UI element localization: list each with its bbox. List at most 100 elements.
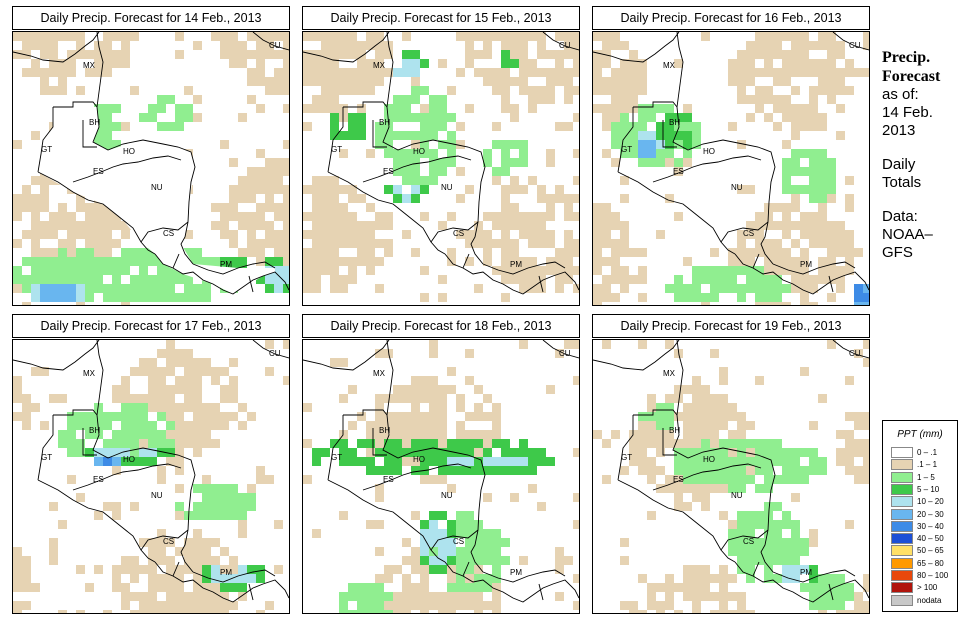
country-label-pm: PM (220, 260, 232, 269)
country-label-es: ES (673, 167, 684, 176)
precip-map-svg: CU MX BH GT HO ES NU CS PM (593, 32, 869, 305)
country-label-cs: CS (453, 537, 464, 546)
info-heading-2: Forecast (882, 68, 941, 85)
country-label-es: ES (93, 167, 104, 176)
legend-item: 80 – 100 (891, 570, 953, 582)
country-label-mx: MX (663, 369, 676, 378)
forecast-panel-4: Daily Precip. Forecast for 17 Feb., 2013… (12, 314, 290, 614)
legend-item: 20 – 30 (891, 508, 953, 521)
country-label-pm: PM (510, 568, 522, 577)
precip-map: CU MX BH GT HO ES NU CS PM (302, 31, 580, 306)
legend-item: > 100 (891, 582, 953, 594)
panel-title: Daily Precip. Forecast for 17 Feb., 2013 (12, 314, 290, 338)
info-data-1: Data: (882, 208, 918, 225)
country-label-nu: NU (731, 183, 743, 192)
legend-label: 80 – 100 (917, 571, 949, 580)
country-label-mx: MX (83, 61, 96, 70)
country-label-cs: CS (163, 537, 174, 546)
legend-label: 10 – 20 (917, 497, 944, 507)
country-label-ho: HO (703, 455, 715, 464)
country-label-mx: MX (373, 369, 386, 378)
country-label-gt: GT (331, 145, 342, 154)
legend-label: 30 – 40 (917, 521, 944, 531)
legend-label: nodata (917, 595, 942, 605)
country-label-ho: HO (123, 147, 135, 156)
legend-item: 50 – 65 (891, 545, 953, 557)
info-date-2: 2013 (882, 122, 916, 139)
country-label-ho: HO (123, 455, 135, 464)
country-label-gt: GT (621, 145, 632, 154)
legend-label: 20 – 30 (917, 509, 944, 519)
legend-label: 1 – 5 (917, 472, 935, 482)
precip-map-svg: CU MX BH GT HO ES NU CS PM (593, 340, 869, 613)
legend-label: 50 – 65 (917, 546, 944, 556)
country-label-ho: HO (413, 455, 425, 464)
precip-map: CU MX BH GT HO ES NU CS PM (592, 339, 870, 614)
legend-swatch (891, 582, 913, 594)
legend-label: > 100 (917, 583, 938, 593)
info-data-3: GFS (882, 244, 913, 261)
country-label-cs: CS (743, 537, 754, 546)
precip-map: CU MX BH GT HO ES NU CS PM (592, 31, 870, 306)
forecast-panel-5: Daily Precip. Forecast for 18 Feb., 2013… (302, 314, 580, 614)
legend-swatch (891, 533, 913, 545)
country-label-es: ES (383, 167, 394, 176)
panel-title: Daily Precip. Forecast for 14 Feb., 2013 (12, 6, 290, 30)
legend-swatch (891, 545, 913, 557)
country-label-cu: CU (269, 349, 281, 358)
country-label-pm: PM (220, 568, 232, 577)
legend-item: 5 – 10 (891, 483, 953, 496)
country-label-cs: CS (163, 229, 174, 238)
legend-label: 0 – .1 (917, 448, 938, 457)
map-info: Precip. Forecast as of: 14 Feb. 2013 Dai… (882, 48, 966, 262)
precip-map-svg: CU MX BH GT HO ES NU CS PM (303, 32, 579, 302)
legend-swatch (891, 447, 913, 458)
info-totals-1: Daily (882, 156, 916, 173)
country-label-pm: PM (510, 260, 522, 269)
country-label-bh: BH (669, 426, 680, 435)
country-label-nu: NU (731, 491, 743, 500)
legend-item: 40 – 50 (891, 533, 953, 545)
country-label-nu: NU (441, 183, 453, 192)
precip-map-svg: CU MX BH GT HO ES NU CS PM (13, 32, 289, 305)
country-label-cu: CU (559, 41, 571, 50)
legend-item: 1 – 5 (891, 471, 953, 484)
country-label-nu: NU (151, 183, 163, 192)
country-label-cu: CU (269, 41, 281, 50)
country-label-gt: GT (41, 145, 52, 154)
country-label-mx: MX (83, 369, 96, 378)
info-data-2: NOAA– (882, 226, 933, 243)
legend-label: 5 – 10 (917, 484, 940, 494)
legend-label: 40 – 50 (917, 534, 944, 544)
info-totals-2: Totals (882, 174, 922, 191)
country-label-gt: GT (621, 453, 632, 462)
country-label-es: ES (673, 475, 684, 484)
precip-legend: PPT (mm) 0 – .1 .1 – 1 1 – 5 5 – 10 10 – 20 2… (882, 420, 958, 612)
legend-swatch (891, 594, 913, 606)
info-heading-1: Precip. (882, 49, 931, 66)
country-label-bh: BH (669, 118, 680, 127)
forecast-panel-1: Daily Precip. Forecast for 14 Feb., 2013… (12, 6, 290, 306)
legend-item: 10 – 20 (891, 496, 953, 508)
country-label-cu: CU (849, 349, 861, 358)
panel-title: Daily Precip. Forecast for 18 Feb., 2013 (302, 314, 580, 338)
forecast-panel-3: Daily Precip. Forecast for 16 Feb., 2013… (592, 6, 870, 306)
country-label-pm: PM (800, 260, 812, 269)
country-label-ho: HO (703, 147, 715, 156)
legend-item: .1 – 1 (891, 459, 953, 471)
legend-swatch (891, 471, 913, 483)
legend-title: PPT (mm) (897, 429, 943, 440)
country-label-bh: BH (379, 426, 390, 435)
country-label-es: ES (383, 475, 394, 484)
country-label-nu: NU (151, 491, 163, 500)
legend-label: .1 – 1 (917, 460, 938, 470)
precip-map: CU MX BH GT HO ES NU CS PM (12, 31, 290, 306)
country-label-bh: BH (379, 118, 390, 127)
legend-item: 65 – 80 (891, 557, 953, 570)
country-label-bh: BH (89, 426, 100, 435)
country-label-gt: GT (41, 453, 52, 462)
legend-swatch (891, 459, 913, 471)
precip-map-svg: CU MX BH GT HO ES NU CS PM (13, 340, 289, 613)
legend-item: 30 – 40 (891, 520, 953, 533)
precip-map-svg: CU MX BH GT HO ES NU CS PM (303, 340, 579, 613)
